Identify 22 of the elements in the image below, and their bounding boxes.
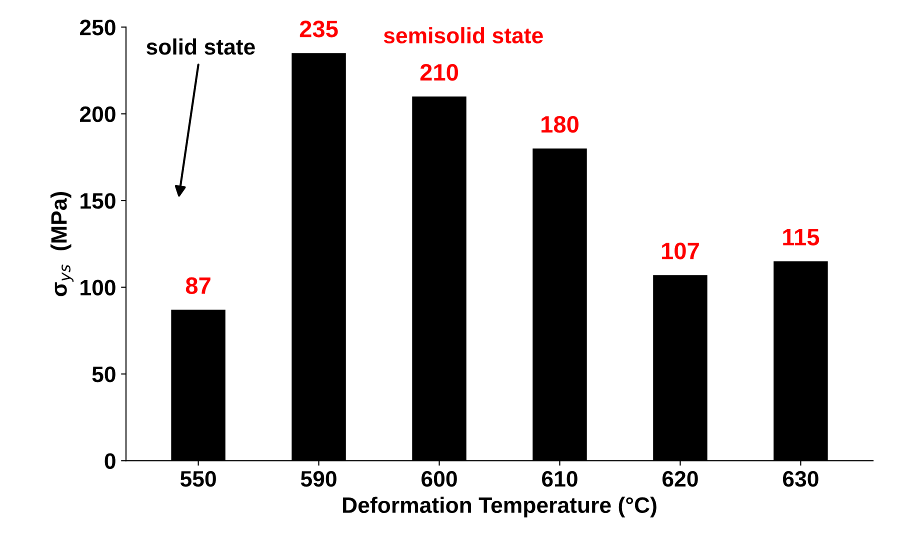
data-label: 235: [300, 20, 338, 38]
y-tick-label: 250: [80, 20, 116, 36]
data-label: 115: [783, 228, 820, 246]
y-tick-label: 150: [80, 193, 116, 209]
y-tick-label: 100: [80, 280, 116, 296]
x-tick-label: 630: [782, 471, 818, 487]
x-tick-label: 590: [300, 471, 336, 487]
annotation: solid state: [146, 38, 255, 55]
x-tick-label: 600: [422, 471, 457, 487]
x-axis-title: Deformation Temperature (°C): [343, 496, 656, 518]
annotation: semisolid state: [384, 27, 543, 44]
data-label: 107: [662, 242, 699, 260]
y-tick-label: 0: [104, 453, 116, 469]
x-tick-label: 620: [662, 471, 698, 487]
y-axis-title: σ$_{ys}$ (MPa): [50, 192, 74, 296]
data-label: 210: [420, 64, 458, 81]
y-tick-label: 50: [92, 366, 116, 382]
x-tick-label: 550: [180, 471, 216, 487]
data-label: 180: [542, 116, 578, 133]
data-label: 87: [186, 277, 210, 294]
y-tick-label: 200: [80, 106, 116, 122]
x-tick-label: 610: [542, 471, 578, 487]
